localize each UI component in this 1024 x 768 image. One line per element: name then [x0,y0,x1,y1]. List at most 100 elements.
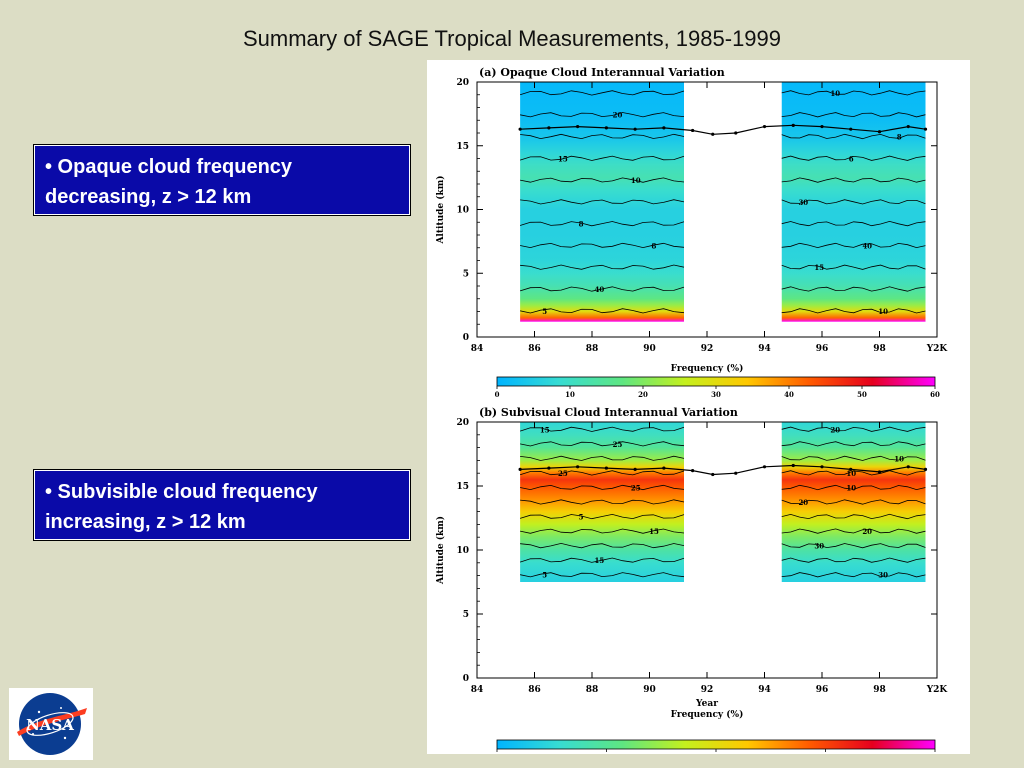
tropopause-point-p1 [691,469,695,473]
contour-line-p1 [781,557,926,563]
contour-line-p0 [519,221,685,227]
y-tick-label-p0: 5 [463,269,469,279]
colorbar-tick-label-p1: 0 [495,753,500,754]
contour-label-p0: 8 [897,132,902,141]
colorbar-tick-label-p0: 50 [857,390,867,399]
x-tick-label-p0: 86 [528,344,541,354]
contour-label-p1: 25 [558,469,568,478]
contour-line-p1 [781,470,926,476]
contour-line-p0 [781,308,926,314]
contour-line-p0 [781,264,926,270]
contour-label-p0: 40 [862,241,872,250]
contour-line-p1 [781,499,926,505]
x-tick-label-p1: 88 [586,685,599,695]
contour-line-p0 [520,199,685,205]
contour-line-p1 [520,542,685,549]
contour-line-p0 [520,177,685,183]
bullet-subvisible-cloud: • Subvisible cloud frequency increasing,… [33,469,411,541]
colorbar-tick-label-p0: 40 [784,390,794,399]
contour-line-p0 [519,90,685,96]
y-tick-label-p0: 10 [456,206,469,216]
nasa-logo-text: NASA [26,716,74,734]
colorbar-p0 [496,376,936,387]
tropopause-point-p1 [633,467,637,471]
contour-label-p0: 40 [594,285,604,294]
tropopause-point-p0 [923,127,928,131]
colorbar-tick-label-p0: 20 [638,390,648,399]
contour-label-p1: 5 [542,571,547,580]
contour-line-p0 [781,133,926,140]
tropopause-point-p0 [547,126,551,130]
data-block-p0-0 [520,82,684,322]
tropopause-point-p0 [877,130,882,134]
contour-label-p1: 15 [649,527,659,536]
x-axis-label-p1: Year [695,699,718,709]
colorbar-tick-label-p0: 30 [711,390,721,399]
contour-line-p0 [781,90,926,96]
x-tick-label-p1: 92 [701,685,714,695]
tropopause-point-p0 [762,125,767,129]
tropopause-point-p0 [906,125,910,129]
contour-label-p1: 15 [594,556,604,565]
y-tick-label-p0: 20 [456,78,469,88]
tropopause-point-p0 [849,127,853,131]
contour-line-p0 [519,286,685,292]
tropopause-point-p1 [877,470,882,474]
contour-line-p0 [520,112,685,118]
y-tick-label-p1: 0 [463,674,469,684]
y-axis-label-p1: Altitude (km) [435,516,446,585]
contour-label-p1: 5 [579,513,584,522]
contour-line-p1 [519,426,685,432]
contour-line-p1 [781,572,926,578]
colorbar-label-p1: Frequency (%) [671,709,744,720]
panel-title-p1: (b) Subvisual Cloud Interannual Variatio… [479,406,738,419]
tropopause-point-p0 [820,125,824,129]
contour-label-p1: 10 [846,469,856,478]
contour-line-p1 [520,499,685,505]
contour-line-p1 [519,557,685,563]
contour-label-p0: 15 [814,263,824,272]
contour-line-p1 [781,426,926,432]
y-axis-label-p0: Altitude (km) [435,175,446,244]
nasa-logo: NASA [9,688,93,760]
x-tick-label-p0: 94 [758,344,771,354]
tropopause-point-p0 [691,128,695,133]
x-tick-label-p1: 84 [471,685,484,695]
contour-line-p0 [520,264,685,270]
y-tick-label-p0: 15 [456,142,469,152]
x-tick-label-p0: 92 [701,344,714,354]
bullet-opaque-cloud: • Opaque cloud frequency decreasing, z >… [33,144,411,216]
x-tick-label-p1: 90 [643,685,656,695]
contour-line-p0 [781,112,926,118]
contour-line-p1 [520,441,685,447]
tropopause-point-p0 [604,126,608,130]
contour-label-p0: 8 [652,241,657,250]
contour-line-p1 [520,455,685,461]
contour-line-p0 [519,155,685,161]
y-tick-label-p1: 10 [456,546,469,556]
tropopause-point-p0 [734,131,738,135]
x-tick-label-p1: 96 [816,685,829,695]
contour-label-p1: 20 [798,498,808,507]
tropopause-point-p1 [662,466,666,470]
contour-line-p0 [781,177,926,183]
contour-label-p1: 10 [894,454,904,463]
tropopause-point-p0 [518,127,522,131]
contour-line-p0 [781,286,926,292]
contour-line-p1 [781,455,926,461]
contour-label-p0: 10 [830,89,840,98]
tropopause-point-p1 [849,467,853,471]
contour-line-p0 [781,242,926,249]
colorbar-p1 [496,739,936,750]
x-tick-label-p1: 94 [758,685,771,695]
y-tick-label-p1: 20 [456,418,469,428]
tropopause-point-p0 [633,127,637,131]
contour-line-p0 [520,242,685,249]
contour-line-p1 [520,484,685,491]
tropopause-point-p1 [906,465,910,469]
contour-label-p1: 25 [613,440,623,449]
chart-figure: (a) Opaque Cloud Interannual Variation 5 6… [435,66,948,754]
tropopause-point-p1 [576,465,580,469]
x-tick-label-p1: 98 [873,685,886,695]
colorbar-tick-label-p1: 20 [711,753,721,754]
